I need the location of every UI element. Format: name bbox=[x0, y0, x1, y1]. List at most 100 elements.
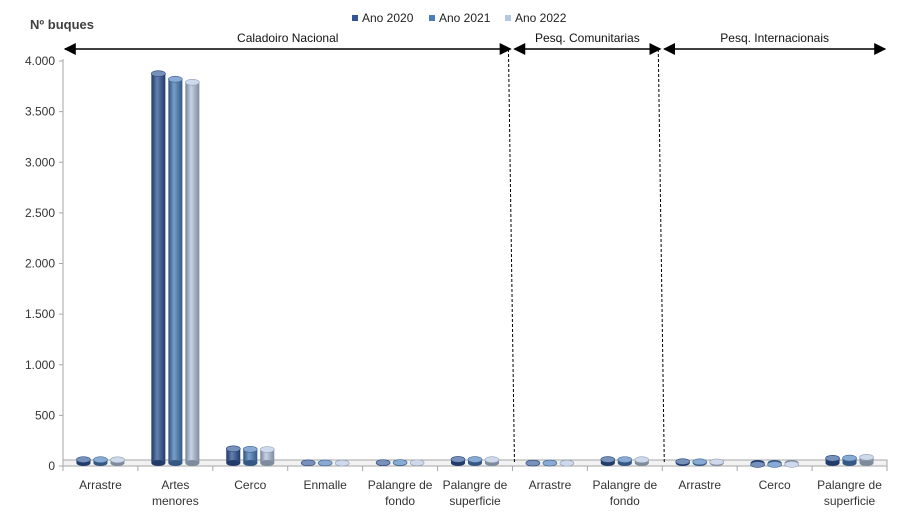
bar-top bbox=[300, 459, 316, 467]
bar-top bbox=[334, 459, 350, 467]
x-tick-label: Cerco bbox=[234, 478, 266, 492]
x-tick-label: Palangre de fondo bbox=[592, 478, 657, 508]
bar-top bbox=[409, 459, 425, 467]
bar-top bbox=[617, 456, 633, 463]
y-axis-label: Nº buques bbox=[30, 17, 94, 32]
bar-body bbox=[226, 448, 241, 463]
bar-base bbox=[168, 460, 183, 466]
bar bbox=[825, 455, 840, 466]
bar bbox=[525, 459, 541, 467]
bar bbox=[110, 456, 125, 466]
group-label: Caladoiro Nacional bbox=[237, 31, 338, 45]
x-tick-label: Enmalle bbox=[304, 478, 348, 492]
x-tick-label: Palangre de superficie bbox=[443, 478, 508, 508]
legend-item: Ano 2020 bbox=[352, 11, 414, 25]
bar bbox=[450, 456, 466, 466]
bar bbox=[559, 459, 575, 467]
bar-base bbox=[260, 460, 275, 466]
bar bbox=[767, 460, 782, 468]
bar bbox=[93, 456, 108, 466]
legend-item: Ano 2022 bbox=[505, 11, 567, 25]
bar-top bbox=[317, 459, 333, 467]
bar-body bbox=[243, 449, 258, 463]
y-tick-label: 1.000 bbox=[25, 358, 55, 372]
y-tick-label: 4.000 bbox=[25, 54, 55, 68]
bar bbox=[634, 456, 650, 466]
group-annotation: Pesq. Internacionais bbox=[663, 31, 887, 55]
bar-top bbox=[675, 458, 691, 465]
bar bbox=[859, 453, 874, 466]
bar-top bbox=[825, 455, 840, 462]
bar-top bbox=[709, 458, 725, 466]
y-tick-label: 500 bbox=[35, 408, 55, 422]
bar bbox=[692, 458, 708, 466]
y-tick-label: 2.000 bbox=[25, 257, 55, 271]
bar-base bbox=[859, 460, 874, 466]
legend-item: Ano 2021 bbox=[429, 11, 491, 25]
bar-body bbox=[151, 73, 166, 463]
bar bbox=[168, 75, 183, 466]
bar bbox=[617, 456, 633, 466]
bar bbox=[392, 459, 408, 466]
bar bbox=[375, 459, 391, 466]
y-tick-label: 3.000 bbox=[25, 155, 55, 169]
bar-top bbox=[93, 456, 108, 464]
bar bbox=[409, 459, 425, 467]
bar bbox=[600, 456, 616, 466]
group-annotation: Caladoiro Nacional bbox=[63, 31, 515, 463]
bar-top bbox=[525, 459, 541, 467]
bar-top bbox=[392, 459, 408, 466]
x-tick-label: Arrastre bbox=[678, 478, 721, 492]
bar bbox=[151, 70, 166, 466]
bar bbox=[242, 445, 258, 466]
bar-top bbox=[242, 445, 258, 453]
bar-top bbox=[185, 78, 200, 86]
group-annotation: Pesq. Comunitarias bbox=[513, 31, 665, 463]
bar-top bbox=[151, 70, 166, 77]
x-tick-label: Arrastre bbox=[529, 478, 572, 492]
bar bbox=[842, 454, 857, 466]
bar-base bbox=[151, 460, 166, 466]
x-tick-label: Palangre de fondo bbox=[368, 478, 433, 508]
bar-top bbox=[692, 458, 708, 466]
bar-top bbox=[542, 459, 558, 467]
bar-base bbox=[243, 460, 258, 466]
bar-body bbox=[260, 449, 275, 463]
y-tick-label: 2.500 bbox=[25, 206, 55, 220]
bar bbox=[542, 459, 558, 467]
bar-top bbox=[225, 445, 241, 453]
legend-swatch bbox=[352, 15, 358, 21]
group-label: Pesq. Comunitarias bbox=[535, 31, 640, 45]
bar-top bbox=[600, 456, 616, 463]
legend-label: Ano 2021 bbox=[439, 11, 491, 25]
y-axis: 0 500 1.000 1.500 2.000 2.500 3.000 3.500 4.000 bbox=[25, 54, 63, 473]
x-tick-label: Palangre de superficie bbox=[817, 478, 882, 508]
bar-top bbox=[750, 461, 765, 468]
bar-base bbox=[842, 460, 857, 466]
x-tick-label: Arrastre bbox=[79, 478, 122, 492]
group-divider bbox=[657, 48, 665, 463]
bar bbox=[259, 446, 275, 466]
bar bbox=[334, 459, 350, 467]
bar bbox=[709, 458, 725, 466]
bar bbox=[300, 459, 316, 467]
bar bbox=[784, 460, 799, 468]
bar bbox=[76, 456, 91, 466]
group-annotations: Caladoiro Nacional Pesq. Comunitarias Pesq… bbox=[63, 31, 887, 463]
bar-base bbox=[226, 460, 241, 466]
x-tick-label: Artes menores bbox=[152, 478, 199, 508]
legend-label: Ano 2022 bbox=[515, 11, 567, 25]
bar-base bbox=[825, 460, 840, 466]
bar-top bbox=[168, 75, 183, 83]
legend: Ano 2020 Ano 2021 Ano 2022 bbox=[352, 11, 567, 25]
x-axis: Arrastre Artes menores Cerco Enmalle Palangre… bbox=[62, 466, 888, 508]
bar-top bbox=[784, 461, 799, 468]
y-tick-label: 3.500 bbox=[25, 105, 55, 119]
bar bbox=[467, 456, 483, 466]
legend-label: Ano 2020 bbox=[362, 11, 414, 25]
bar-top bbox=[634, 456, 650, 464]
bar-body bbox=[185, 82, 200, 463]
bar-top bbox=[76, 456, 91, 463]
bar-top bbox=[450, 456, 466, 463]
bar-top bbox=[467, 456, 483, 463]
